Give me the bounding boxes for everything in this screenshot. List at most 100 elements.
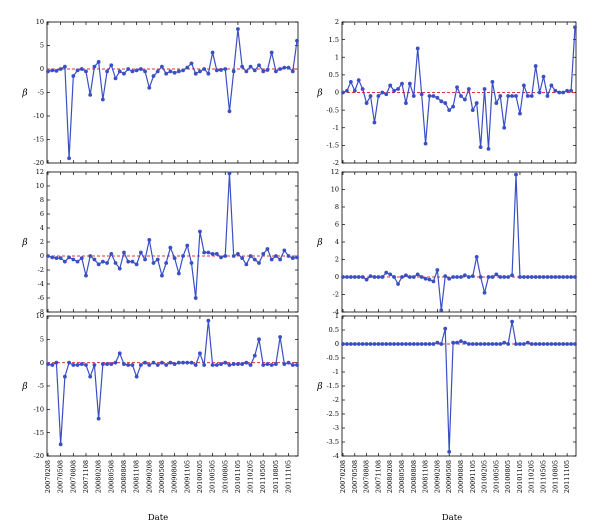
data-point [419,275,424,279]
x-tick-label: 20110205 [528,460,536,493]
data-point [419,92,424,97]
data-point [252,68,257,73]
data-point [206,318,211,323]
data-point [92,64,97,69]
data-point [236,252,240,256]
data-point [117,69,122,74]
data-point [396,282,400,286]
data-point [109,63,114,68]
y-tick-label: 0 [335,340,339,348]
data-point [545,94,550,98]
panel-2: 2 1.5 1 0.5 0 -0.5 -1 -1.5 -2 β [316,18,577,167]
data-point [130,363,135,367]
data-point [506,275,511,279]
data-point [185,360,190,365]
data-point [62,259,67,264]
data-point [96,262,101,267]
data-point [202,67,207,71]
x-tick-label: 20111105 [285,460,293,493]
x-tick-label: 20071108 [82,460,90,493]
data-point [443,274,448,279]
data-point [404,101,408,105]
x-tick-label: 20110205 [247,460,255,493]
series-line [47,320,297,445]
data-point [573,275,577,279]
data-point [96,60,101,64]
data-point [565,275,570,279]
data-point [244,360,249,365]
data-point [50,68,55,73]
data-point [356,78,361,83]
data-point [557,90,562,95]
data-point [348,342,353,346]
data-point [384,270,389,275]
panel-6: 1 0.5 0 -0.5 -1 -1.5 -2 -2.5 -3 -3.5 -4 β 20070208 20… [316,312,577,493]
data-point [565,342,570,346]
panel-frame [341,315,577,457]
data-point [147,85,152,90]
data-point [435,340,440,345]
x-tick-label: 20110505 [259,460,267,493]
data-point [172,256,177,260]
data-point [58,442,63,447]
data-point [198,69,202,74]
data-point [147,238,152,242]
data-point [364,342,369,346]
y-tick-label: 0 [40,65,44,73]
data-point [368,94,373,98]
data-point [105,69,109,74]
data-point [368,342,373,346]
data-point [155,69,160,74]
y-tick-label: -6 [38,294,44,302]
x-tick-label: 20111105 [563,460,571,493]
data-point [341,275,345,279]
y-tick-label: 0.5 [329,71,339,79]
data-point [278,335,283,339]
x-tick-label: 20090508 [445,460,453,493]
data-point [248,254,253,258]
data-point [459,275,463,279]
data-point [525,340,530,345]
data-point [348,275,353,279]
data-point [138,67,143,71]
x-tick-label: 20080508 [398,460,406,493]
data-point [506,94,511,98]
data-point [490,342,495,346]
data-point [427,277,432,282]
data-point [533,64,538,68]
y-tick-label: 4 [335,238,339,246]
data-point [439,99,444,104]
data-point [498,275,503,279]
data-point [134,68,139,73]
data-point [537,90,542,95]
x-tick-label: 20090208 [433,460,441,493]
data-point [400,342,404,346]
y-tick-label: 0.5 [329,326,339,334]
y-tick-label: -8 [38,308,44,316]
x-axis-label-right: Date [442,513,462,523]
data-point [423,141,428,146]
data-point [126,363,131,367]
data-point [278,257,283,262]
data-point [407,81,412,86]
x-tick-label: 20070508 [351,460,359,493]
y-tick-label: 0 [335,273,339,281]
data-point [545,342,550,346]
data-point [525,94,530,98]
data-point [502,340,507,345]
data-point [100,97,105,102]
data-point [553,342,558,346]
x-tick-label: 20101105 [234,460,242,493]
y-tick-label: 6 [40,210,44,218]
data-point [269,257,274,262]
x-tick-label: 20080808 [410,460,418,493]
y-tick-label: -4 [333,308,339,316]
data-point [372,275,377,279]
data-point [341,90,345,95]
data-point [514,94,518,98]
data-point [181,68,185,73]
data-point [219,68,223,72]
y-tick-label: 2 [335,256,339,264]
data-point [244,69,249,74]
data-point [46,69,50,74]
